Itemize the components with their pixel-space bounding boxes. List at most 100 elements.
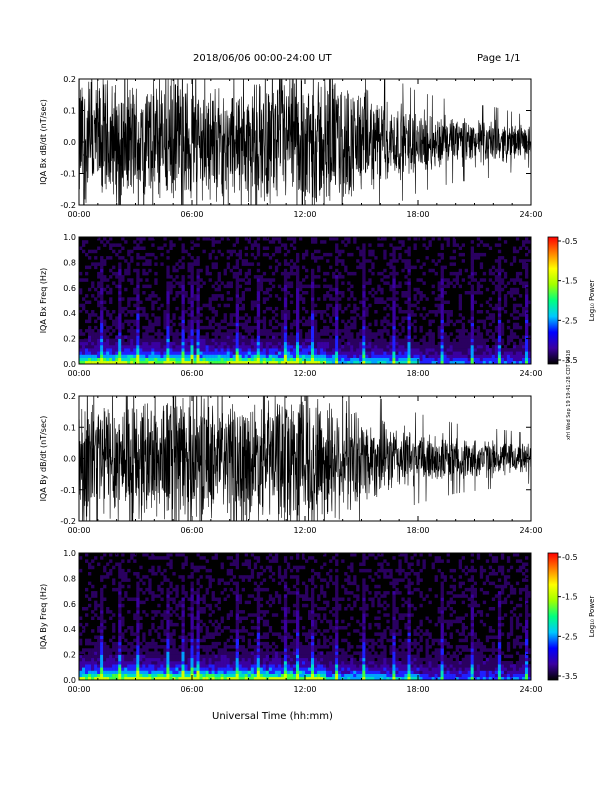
heat-cell [289,635,294,639]
heat-cell [265,645,270,649]
heat-cell [277,676,282,681]
heat-cell [124,319,128,324]
heat-cell [193,351,197,355]
heat-cell [350,310,354,314]
heat-cell [262,322,267,327]
heat-cell [190,607,194,611]
heat-cell [419,351,423,355]
heat-cell [268,661,273,665]
heat-cell [395,344,399,349]
heat-cell [528,344,532,349]
heat-cell [371,354,375,358]
heat-cell [525,252,529,257]
heat-cell [350,316,354,320]
heat-cell [470,246,474,250]
heat-cell [365,332,369,336]
heat-cell [235,354,239,358]
heat-cell [196,565,200,570]
heat-cell [184,562,188,566]
heat-cell [241,610,245,614]
heat-cell [413,351,417,355]
heat-cell [289,348,294,352]
heat-cell [196,354,200,358]
heat-cell [136,622,140,627]
heat-cell [256,291,261,295]
heat-cell [305,291,309,295]
heat-cell [525,319,529,324]
heat-cell [130,661,134,665]
heat-cell [220,332,224,336]
heat-cell [136,297,140,301]
heat-cell [217,661,221,665]
heat-cell [401,338,405,343]
heat-cell [262,641,267,646]
heat-cell [244,329,248,333]
heat-cell [404,341,408,346]
heat-cell [262,673,267,678]
heat-cell [232,575,236,579]
heat-cell [127,559,131,563]
heat-cell [238,594,242,598]
heat-cell [118,667,122,671]
heat-cell [106,278,110,282]
heat-cell [311,281,315,285]
heat-cell [440,268,444,273]
heat-cell [265,635,270,639]
heat-cell [142,348,146,352]
heat-cell [205,645,209,649]
heat-cell [247,348,251,352]
heat-cell [458,313,462,317]
heat-cell [211,632,215,636]
heat-cell [169,329,173,333]
heat-cell [211,645,215,649]
heat-cell [404,281,408,285]
heat-cell [124,271,128,276]
heat-cell [208,325,212,330]
heat-cell [157,673,161,678]
x-tick-label: 18:00 [406,369,429,378]
heat-cell [434,303,438,308]
heat-cell [455,348,459,352]
heat-cell [305,635,309,639]
heat-cell [449,313,453,317]
heat-cell [467,332,471,336]
heat-cell [317,310,321,314]
x-tick-label: 06:00 [180,369,203,378]
heat-cell [217,622,221,627]
heat-cell [235,284,239,289]
heat-cell [401,310,405,314]
heat-cell [214,297,218,301]
heat-cell [100,616,104,620]
heat-cell [103,348,107,352]
heat-cell [440,256,444,260]
heat-cell [518,360,523,365]
heat-cell [100,626,104,630]
heat-cell [497,332,502,336]
heat-cell [268,594,273,598]
heat-cell [169,287,173,292]
heat-cell [311,657,315,662]
heat-cell [166,294,170,298]
heat-cell [148,294,152,298]
heat-cell [190,575,194,579]
heat-cell [283,341,288,346]
heat-cell [205,575,209,579]
heat-cell [202,597,206,601]
heat-cell [332,338,336,343]
heat-cell [271,354,276,358]
heat-cell [308,329,312,333]
heat-cell [280,338,285,343]
heat-cell [172,354,176,358]
heat-cell [151,237,155,241]
heat-cell [296,338,300,343]
heat-cell [142,360,146,365]
heat-cell [205,325,209,330]
dbdt-trace [79,79,531,205]
heat-cell [172,360,176,365]
heat-cell [82,278,86,282]
heat-cell [88,673,92,678]
heat-cell [136,237,140,241]
heat-cell [109,287,113,292]
heat-cell [193,243,197,247]
heat-cell [100,300,104,304]
